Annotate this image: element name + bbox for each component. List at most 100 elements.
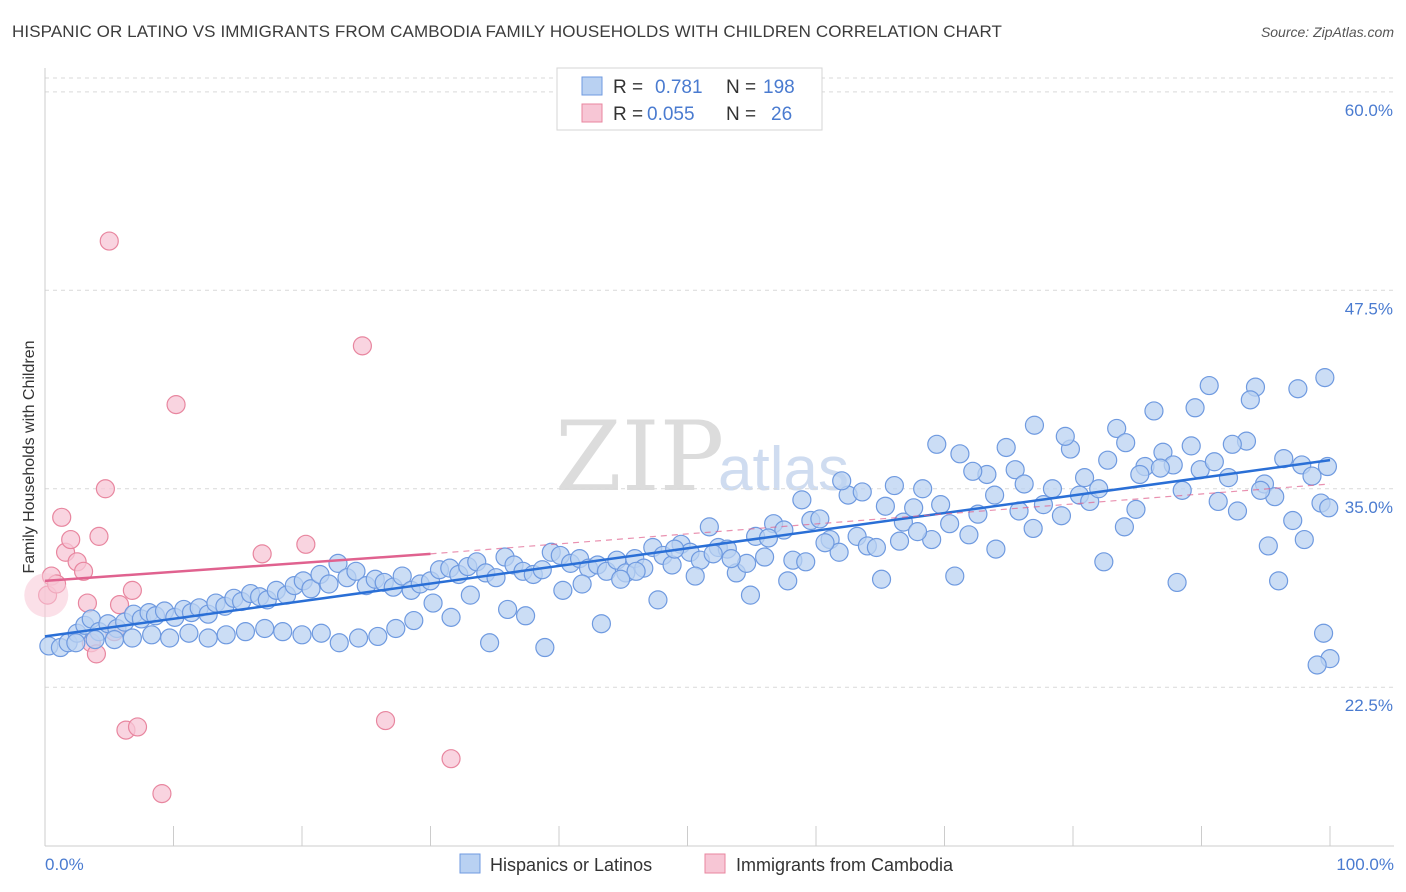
hispanic-point bbox=[66, 633, 86, 653]
legend-r-label-blue: R = bbox=[613, 77, 643, 98]
cambodia-point bbox=[89, 526, 109, 546]
hispanic-point bbox=[1098, 450, 1118, 470]
bottom-legend-swatch-pink bbox=[704, 853, 726, 874]
hispanic-point bbox=[1251, 480, 1271, 500]
hispanic-point bbox=[1114, 517, 1135, 537]
hispanic-point bbox=[913, 479, 933, 499]
cambodia-point bbox=[52, 507, 72, 527]
bottom-legend: Hispanics or Latinos Immigrants from Cam… bbox=[459, 853, 954, 875]
hispanic-point bbox=[1240, 390, 1260, 410]
hispanic-point bbox=[829, 542, 849, 562]
hispanic-point bbox=[179, 623, 199, 643]
hispanic-point bbox=[386, 618, 406, 639]
y-tick-labels: 22.5% 35.0% 47.5% 60.0% bbox=[1345, 101, 1393, 715]
hispanic-point bbox=[368, 626, 388, 647]
hispanic-point bbox=[1307, 655, 1327, 675]
hispanic-point bbox=[1268, 571, 1289, 591]
hispanic-point bbox=[1130, 464, 1150, 485]
cambodia-point bbox=[95, 479, 115, 499]
chart-title: HISPANIC OR LATINO VS IMMIGRANTS FROM CA… bbox=[12, 22, 1003, 41]
hispanic-point bbox=[986, 539, 1006, 559]
hispanic-point bbox=[1204, 452, 1224, 472]
y-tick-label: 35.0% bbox=[1345, 498, 1393, 517]
hispanic-point bbox=[1313, 623, 1334, 643]
hispanic-point bbox=[122, 628, 142, 648]
hispanic-point bbox=[346, 561, 366, 581]
hispanic-point bbox=[1042, 479, 1063, 499]
hispanic-point bbox=[1315, 368, 1335, 388]
legend-r-value-blue: 0.781 bbox=[655, 77, 703, 98]
legend-r-value-pink: 0.055 bbox=[647, 104, 695, 125]
hispanic-point bbox=[1150, 458, 1170, 478]
hispanic-point bbox=[486, 568, 506, 588]
series-cambodia-points bbox=[24, 231, 461, 804]
legend-n-value-pink: 26 bbox=[771, 104, 792, 125]
hispanic-point bbox=[985, 485, 1005, 505]
hispanic-point bbox=[875, 496, 895, 516]
hispanic-point bbox=[907, 522, 928, 542]
hispanic-point bbox=[1294, 529, 1314, 550]
bottom-legend-label-cambodia: Immigrants from Cambodia bbox=[736, 855, 954, 875]
hispanic-point bbox=[1302, 466, 1322, 486]
x-tick-label-min: 0.0% bbox=[45, 855, 84, 874]
hispanic-point bbox=[104, 629, 124, 650]
watermark-atlas: atlas bbox=[718, 435, 849, 504]
hispanic-point bbox=[832, 471, 852, 491]
hispanic-point bbox=[1055, 426, 1075, 446]
hispanic-point bbox=[392, 566, 412, 586]
hispanic-point bbox=[754, 547, 775, 567]
hispanic-point bbox=[1218, 468, 1239, 488]
cambodia-point bbox=[166, 395, 186, 415]
hispanic-point bbox=[685, 566, 705, 586]
legend-n-label-blue: N = bbox=[726, 77, 756, 98]
hispanic-point bbox=[423, 593, 443, 613]
hispanic-point bbox=[889, 531, 910, 551]
legend-swatch-pink bbox=[581, 103, 603, 123]
hispanic-point bbox=[740, 585, 761, 605]
y-axis-title: Family Households with Children bbox=[21, 341, 38, 574]
cambodia-point bbox=[441, 749, 461, 769]
hispanic-point bbox=[931, 495, 951, 515]
hispanic-point bbox=[553, 580, 573, 600]
cambodia-point bbox=[61, 529, 81, 550]
x-ticks bbox=[44, 826, 1331, 846]
hispanic-point bbox=[662, 555, 682, 575]
hispanic-point bbox=[460, 585, 480, 605]
hispanic-point bbox=[1107, 418, 1127, 439]
cambodia-point bbox=[122, 580, 142, 600]
hispanic-point bbox=[1005, 460, 1025, 480]
hispanic-point bbox=[959, 525, 979, 545]
hispanic-point bbox=[699, 517, 719, 537]
hispanic-point bbox=[852, 482, 872, 502]
hispanic-point bbox=[292, 625, 312, 645]
hispanic-point bbox=[884, 475, 904, 496]
hispanic-point bbox=[311, 623, 331, 643]
cambodia-point bbox=[77, 593, 98, 613]
hispanic-point bbox=[535, 637, 555, 658]
hispanic-point bbox=[1094, 552, 1114, 572]
hispanic-point bbox=[792, 490, 812, 510]
bottom-legend-swatch-blue bbox=[459, 853, 481, 874]
cambodia-point bbox=[73, 561, 94, 581]
hispanic-point bbox=[626, 561, 646, 581]
hispanic-point bbox=[950, 444, 970, 464]
hispanic-point bbox=[572, 574, 592, 594]
hispanic-point bbox=[515, 606, 536, 626]
hispanic-point bbox=[255, 618, 275, 639]
cambodia-point bbox=[24, 573, 69, 618]
y-tick-label: 47.5% bbox=[1345, 299, 1393, 318]
hispanic-point bbox=[927, 434, 947, 454]
hispanic-point bbox=[441, 607, 461, 627]
hispanic-point bbox=[945, 566, 965, 586]
hispanic-point bbox=[1185, 398, 1205, 418]
hispanic-point bbox=[1199, 375, 1219, 396]
hispanic-point bbox=[1172, 480, 1192, 500]
hispanic-point bbox=[404, 610, 424, 631]
hispanic-point bbox=[1024, 415, 1045, 435]
watermark-zip: ZIP bbox=[555, 401, 724, 513]
hispanic-point bbox=[235, 622, 256, 642]
hispanic-point bbox=[904, 498, 924, 518]
hispanic-point bbox=[1023, 518, 1043, 539]
hispanic-point bbox=[1167, 572, 1187, 593]
